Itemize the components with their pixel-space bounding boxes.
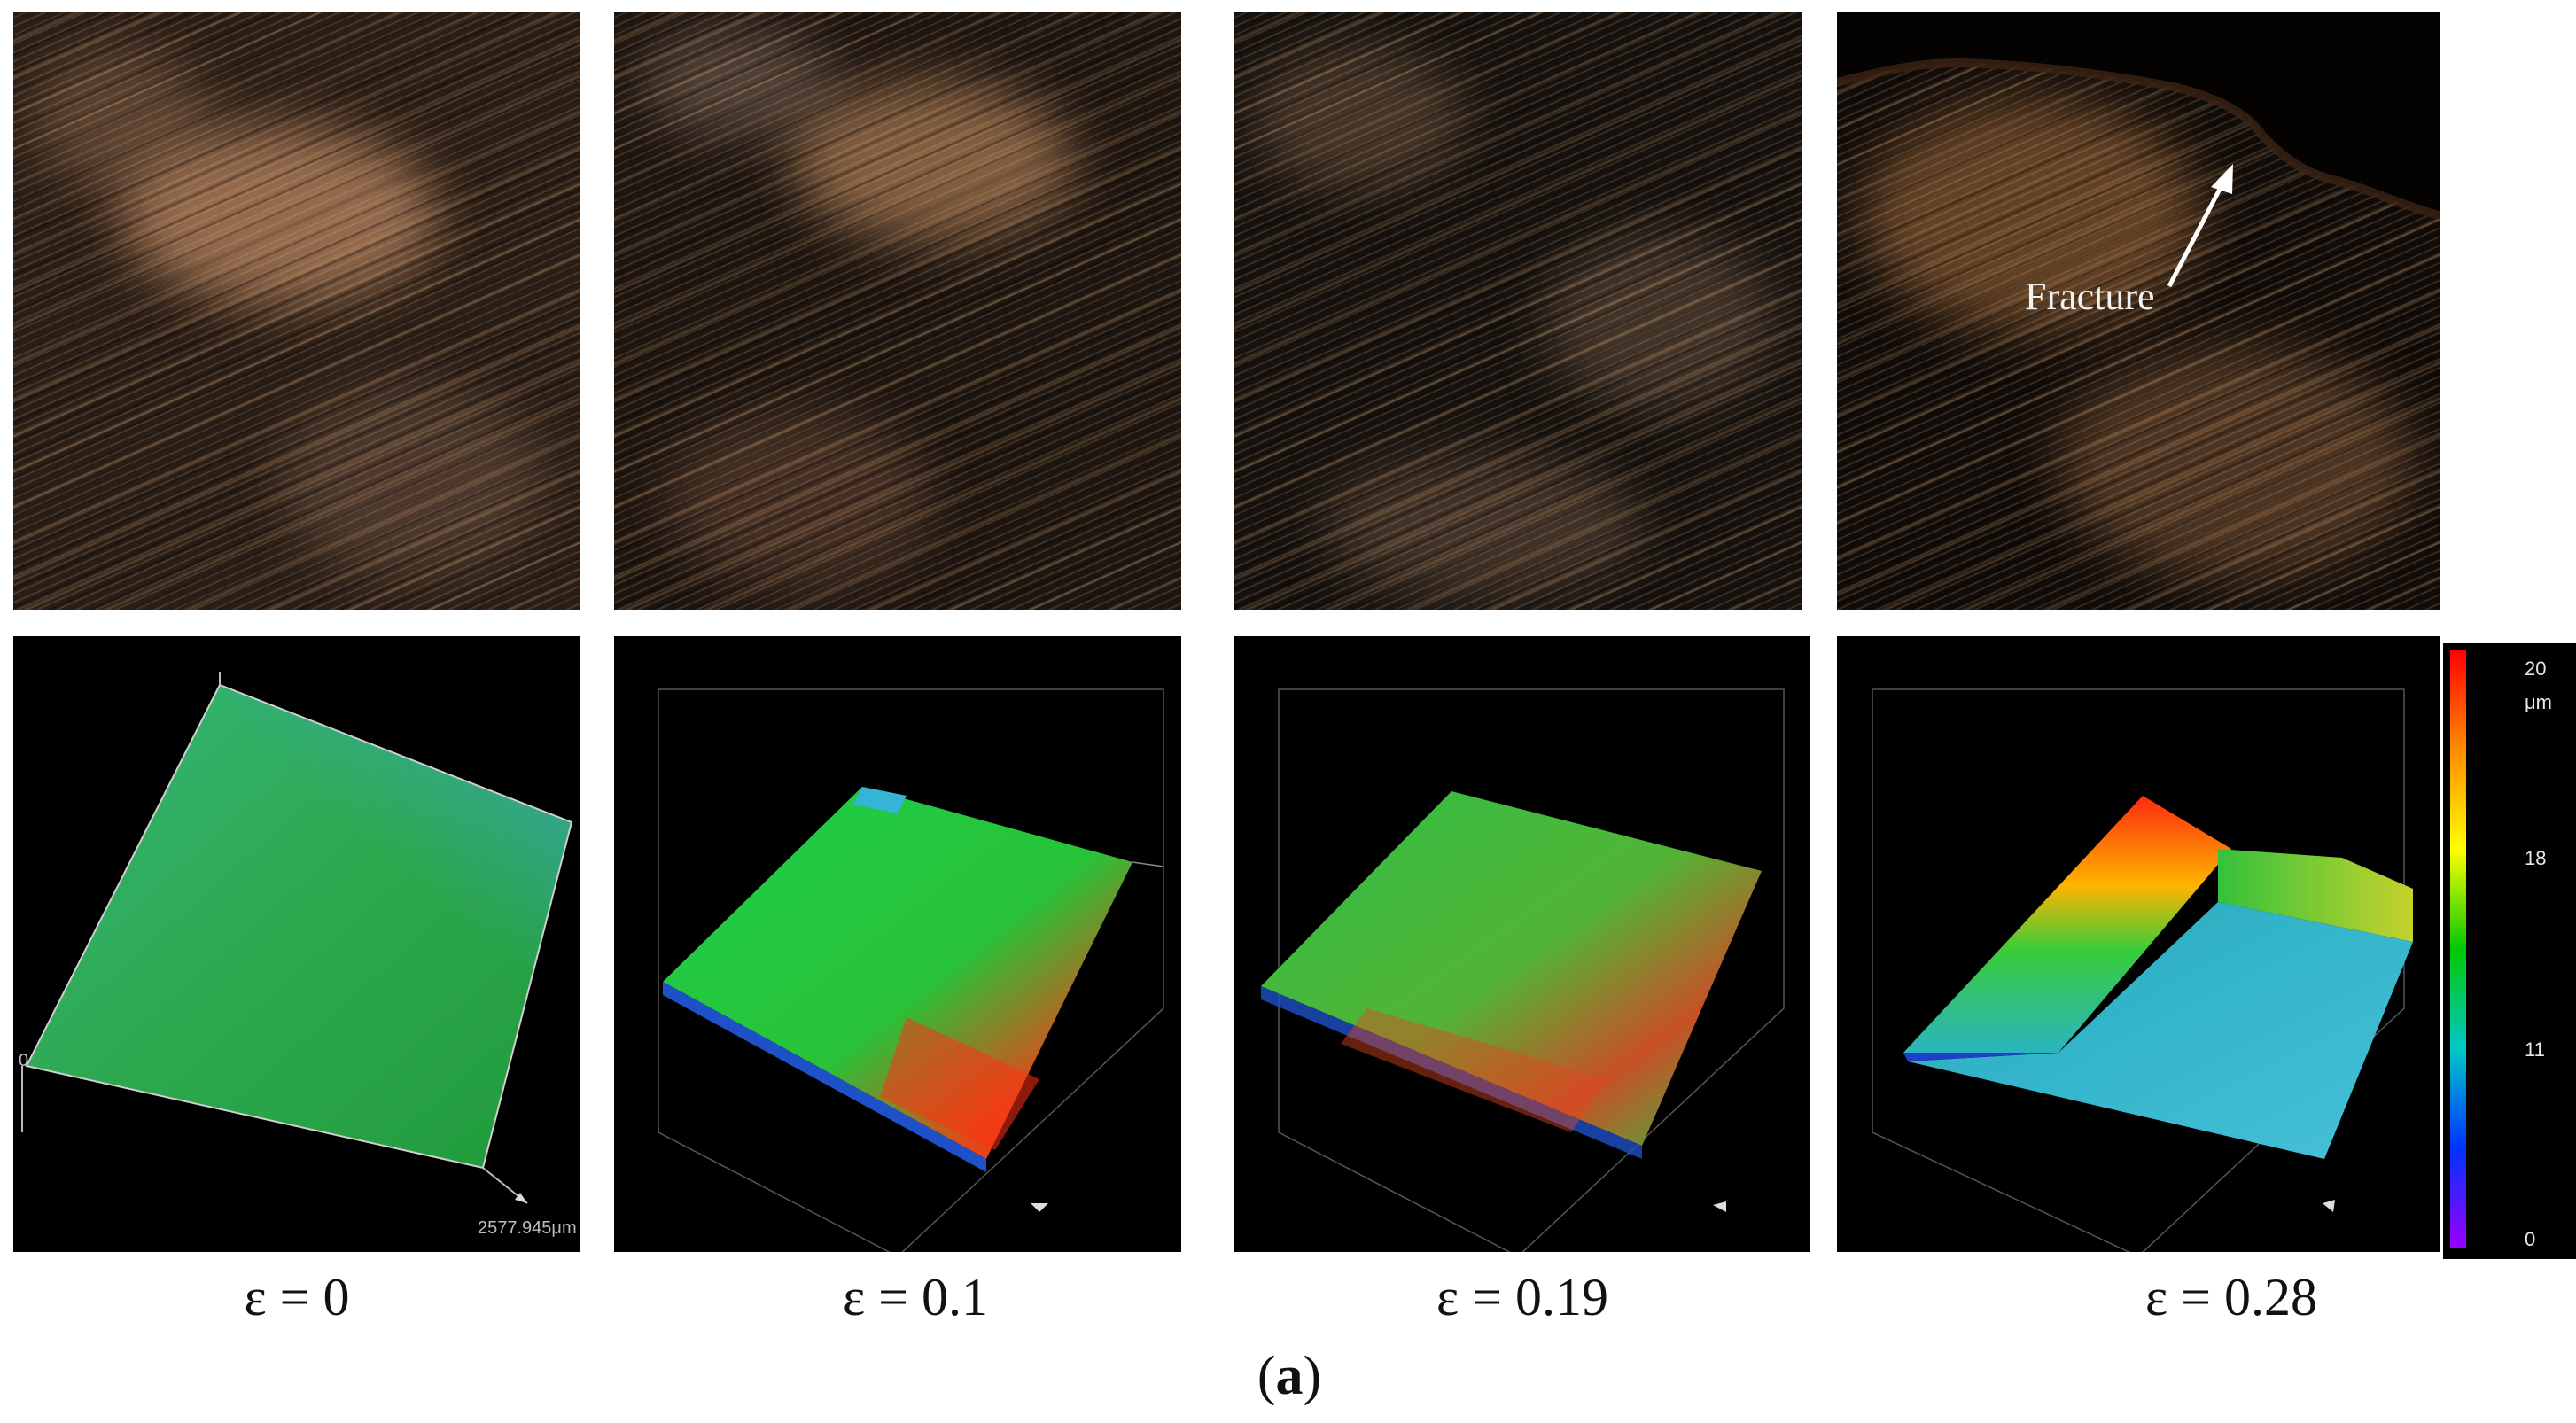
topography-strain-0-1 (614, 636, 1181, 1252)
colorbar-gradient (2450, 650, 2466, 1248)
micrograph-strain-0-1 (614, 12, 1181, 610)
colorbar-tick-18: 18 (2525, 847, 2547, 869)
fracture-crack (1837, 12, 2440, 288)
figure-label-close: ) (1303, 1346, 1322, 1406)
fracture-label: Fracture (2025, 275, 2155, 318)
topography-strain-0-19 (1234, 636, 1810, 1252)
strain-label-1: ε = 0.1 (842, 1268, 989, 1326)
micrograph-strain-0 (13, 12, 580, 610)
micrograph-strain-0-28: Fracture (1837, 12, 2440, 610)
topography-strain-0: 0 2577.945μm (13, 636, 580, 1252)
strain-label-3: ε = 0.28 (2144, 1268, 2318, 1326)
topography-strain-0-28 (1837, 636, 2440, 1252)
colorbar-tick-0: 0 (2525, 1228, 2536, 1250)
colorbar-tick-20: 20 (2525, 657, 2547, 680)
topo-scale-label: 2577.945μm (478, 1218, 577, 1238)
height-colorbar: 20 μm 18 11 0 (2443, 643, 2576, 1259)
strain-label-2: ε = 0.19 (1436, 1268, 1609, 1326)
colorbar-unit: μm (2525, 691, 2553, 713)
figure-label-letter: a (1275, 1346, 1304, 1406)
colorbar-tick-11: 11 (2525, 1038, 2545, 1061)
topo-origin-label: 0 (19, 1051, 29, 1070)
micrograph-strain-0-19 (1234, 12, 1802, 610)
figure-label: (a) (1232, 1345, 1347, 1408)
strain-label-0: ε = 0 (244, 1268, 350, 1326)
figure-label-open: ( (1257, 1346, 1276, 1406)
